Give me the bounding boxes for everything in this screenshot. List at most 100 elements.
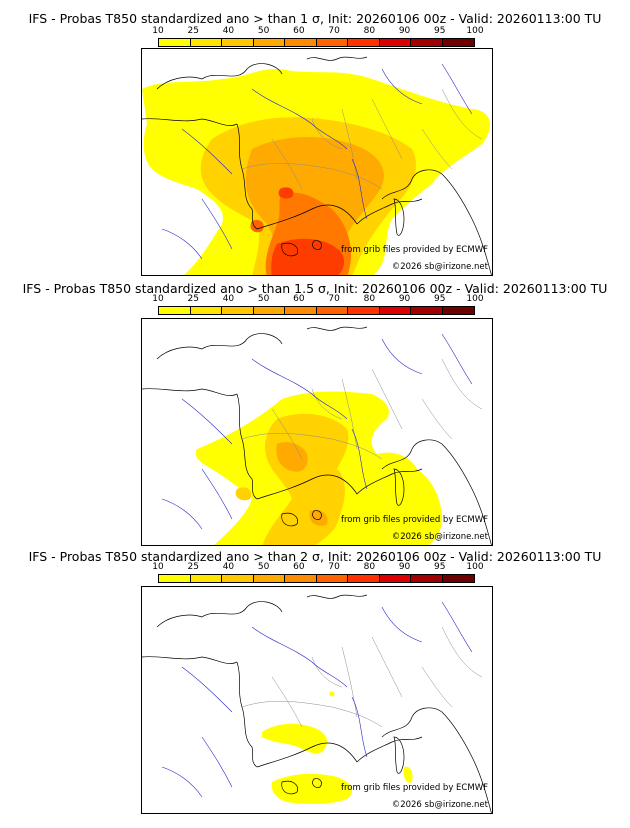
colorbar-segment-8 <box>379 307 411 314</box>
rivers <box>161 601 473 798</box>
colorbar-label-40: 40 <box>222 26 235 36</box>
colorbar-segment-10 <box>442 575 474 582</box>
borders <box>241 88 483 190</box>
coastlines <box>142 56 492 275</box>
panel-title: IFS - Probas T850 standardized ano > tha… <box>28 549 602 564</box>
colorbar-segment-2 <box>190 575 222 582</box>
colorbar-label-70: 70 <box>328 562 340 572</box>
colorbar-segment-4 <box>253 39 285 46</box>
credit-copyright: ©2026 sb@irizone.net <box>391 262 488 272</box>
prob-spot-40 <box>309 509 328 526</box>
credit-source: from grib files provided by ECMWF <box>341 515 488 525</box>
colorbar-labels: 10 25 40 50 60 70 80 90 95 100 <box>152 562 483 573</box>
prob-spot-sw <box>250 219 264 233</box>
colorbar-segment-3 <box>222 307 254 314</box>
colorbar-segment-2 <box>190 39 222 46</box>
prob-spot-n <box>329 691 335 697</box>
prob-area-10 <box>262 723 328 754</box>
colorbar-label-40: 40 <box>222 562 235 572</box>
colorbar: 10 25 40 50 60 70 80 90 95 100 <box>152 26 484 50</box>
colorbar-label-40: 40 <box>222 294 235 304</box>
map-layer <box>142 326 492 545</box>
colorbar-label-80: 80 <box>363 294 376 304</box>
map-layer <box>142 56 492 275</box>
colorbar-segment-9 <box>411 39 443 46</box>
colorbar-label-90: 90 <box>398 294 411 304</box>
borders <box>241 358 483 460</box>
colorbar-segment-1 <box>159 39 191 46</box>
colorbar-segment-8 <box>379 39 411 46</box>
panel-title: IFS - Probas T850 standardized ano > tha… <box>22 281 608 296</box>
colorbar-label-80: 80 <box>363 26 376 36</box>
colorbar-segment-5 <box>285 307 317 314</box>
borders <box>241 626 483 728</box>
colorbar-label-10: 10 <box>152 294 164 304</box>
colorbar-label-10: 10 <box>152 562 164 572</box>
colorbar-segment-4 <box>253 575 285 582</box>
colorbar-segment-7 <box>348 575 380 582</box>
credit-copyright: ©2026 sb@irizone.net <box>391 800 488 810</box>
colorbar-bar <box>158 306 475 315</box>
credit-source: from grib files provided by ECMWF <box>341 783 488 793</box>
colorbar-label-50: 50 <box>257 26 270 36</box>
colorbar-segment-2 <box>190 307 222 314</box>
colorbar-bar <box>158 38 475 47</box>
colorbar-label-60: 60 <box>293 562 305 572</box>
colorbar-label-10: 10 <box>152 26 164 36</box>
colorbar-segment-10 <box>442 39 474 46</box>
colorbar-label-100: 100 <box>466 562 484 572</box>
colorbar-segment-4 <box>253 307 285 314</box>
colorbar-label-95: 95 <box>434 294 446 304</box>
colorbar-label-70: 70 <box>328 294 340 304</box>
colorbar-segment-3 <box>222 39 254 46</box>
colorbar-label-90: 90 <box>398 26 411 36</box>
colorbar-segment-1 <box>159 307 191 314</box>
panel-title: IFS - Probas T850 standardized ano > tha… <box>28 11 602 26</box>
prob-spot-east <box>403 766 413 783</box>
colorbar-segment-8 <box>379 575 411 582</box>
rivers <box>161 333 473 530</box>
colorbar-label-50: 50 <box>257 562 270 572</box>
coastlines <box>142 326 492 545</box>
colorbar-segment-3 <box>222 575 254 582</box>
colorbar-label-70: 70 <box>328 26 340 36</box>
map-layer <box>142 594 492 813</box>
colorbar-segment-5 <box>285 575 317 582</box>
colorbar-label-90: 90 <box>398 562 411 572</box>
colorbar: 10 25 40 50 60 70 80 90 95 100 <box>152 294 484 318</box>
prob-area-sw <box>235 487 252 501</box>
colorbar-label-100: 100 <box>466 294 484 304</box>
colorbar: 10 25 40 50 60 70 80 90 95 100 <box>152 562 484 586</box>
colorbar-segment-1 <box>159 575 191 582</box>
colorbar-bar <box>158 574 475 583</box>
colorbar-label-95: 95 <box>434 562 446 572</box>
credit-source: from grib files provided by ECMWF <box>341 245 488 255</box>
colorbar-labels: 10 25 40 50 60 70 80 90 95 100 <box>152 294 483 305</box>
probability-map: from grib files provided by ECMWF ©2026 … <box>141 586 493 814</box>
colorbar-segment-6 <box>316 307 348 314</box>
probability-map: from grib files provided by ECMWF ©2026 … <box>141 318 493 546</box>
colorbar-label-25: 25 <box>187 294 199 304</box>
prob-spot-10 <box>308 736 322 746</box>
colorbar-label-80: 80 <box>363 562 376 572</box>
colorbar-label-95: 95 <box>434 26 446 36</box>
prob-area-80 <box>271 238 345 275</box>
coastlines <box>142 594 492 813</box>
probability-map: from grib files provided by ECMWF ©2026 … <box>141 48 493 276</box>
colorbar-label-60: 60 <box>293 26 305 36</box>
colorbar-segment-5 <box>285 39 317 46</box>
colorbar-segment-7 <box>348 307 380 314</box>
colorbar-label-50: 50 <box>257 294 270 304</box>
colorbar-segment-6 <box>316 575 348 582</box>
colorbar-segment-9 <box>411 575 443 582</box>
colorbar-segment-6 <box>316 39 348 46</box>
prob-area-south <box>271 773 353 804</box>
colorbar-segment-10 <box>442 307 474 314</box>
colorbar-label-60: 60 <box>293 294 305 304</box>
colorbar-label-100: 100 <box>466 26 484 36</box>
colorbar-label-25: 25 <box>187 562 199 572</box>
colorbar-segment-9 <box>411 307 443 314</box>
prob-spot-80 <box>278 187 294 199</box>
credit-copyright: ©2026 sb@irizone.net <box>391 532 488 542</box>
colorbar-labels: 10 25 40 50 60 70 80 90 95 100 <box>152 26 483 37</box>
